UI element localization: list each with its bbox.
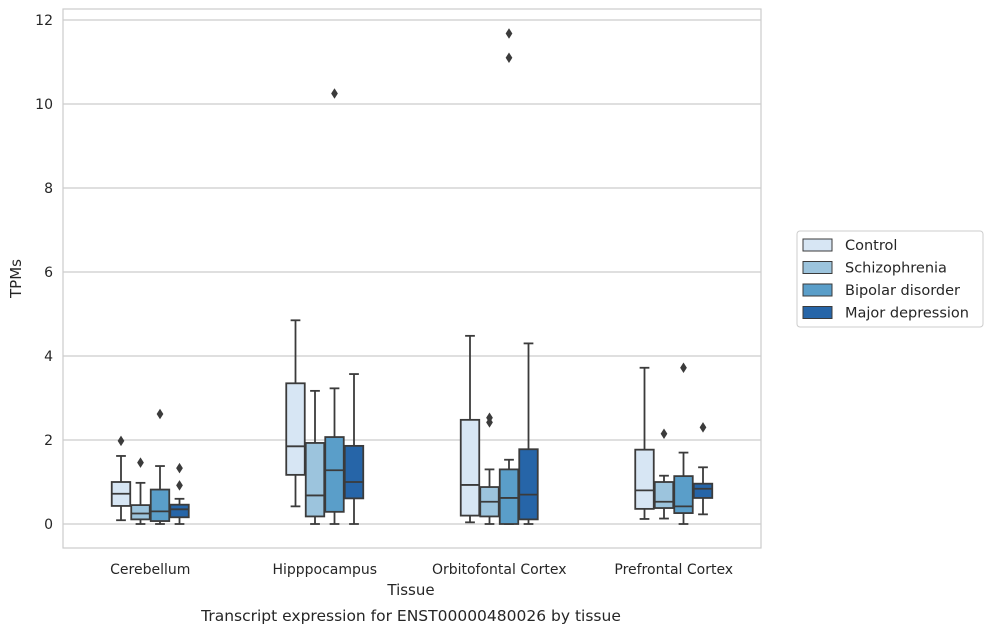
legend-swatch-schizophrenia bbox=[802, 261, 833, 274]
x-tick-label-hipppocampus: Hipppocampus bbox=[272, 562, 377, 578]
outlier-point bbox=[137, 457, 144, 468]
y-tick-label-8: 8 bbox=[44, 181, 53, 197]
y-tick-label-12: 12 bbox=[35, 13, 53, 29]
x-tick-labels: Cerebellum Hipppocampus Orbitofontal Corte… bbox=[110, 562, 733, 578]
box-body bbox=[634, 448, 655, 510]
box-major-depression-3 bbox=[692, 422, 714, 516]
legend-swatch-bipolar-disorder bbox=[802, 283, 833, 297]
box-body bbox=[692, 482, 714, 499]
legend-label-major-depression: Major depression bbox=[845, 306, 969, 322]
outlier-point bbox=[176, 480, 183, 491]
box-body bbox=[459, 418, 481, 517]
y-tick-label-6: 6 bbox=[44, 265, 53, 281]
box-schizophrenia-0 bbox=[130, 457, 151, 525]
y-axis-title: TPMs bbox=[7, 259, 25, 299]
legend-label-control: Control bbox=[845, 238, 897, 254]
box-control-2 bbox=[459, 334, 481, 524]
outlier-point bbox=[117, 435, 125, 447]
chart-caption: Transcript expression for ENST0000048002… bbox=[200, 607, 621, 625]
box-body bbox=[149, 488, 171, 522]
box-body bbox=[285, 382, 306, 476]
box-body bbox=[169, 503, 190, 519]
outlier-point bbox=[486, 412, 493, 423]
box-control-0 bbox=[110, 435, 132, 522]
legend-swatch-major-depression bbox=[802, 306, 833, 319]
legend-frame bbox=[796, 230, 984, 328]
y-tick-label-4: 4 bbox=[44, 349, 53, 365]
legend-label-schizophrenia: Schizophrenia bbox=[845, 261, 947, 277]
x-tick-label-orbitofontal-cortex: Orbitofontal Cortex bbox=[432, 562, 567, 578]
outlier-point bbox=[176, 462, 183, 474]
legend-swatch-control bbox=[802, 238, 833, 252]
y-tick-label-2: 2 bbox=[44, 433, 53, 449]
box-bipolar-disorder-2 bbox=[498, 28, 520, 525]
outlier-point bbox=[680, 362, 687, 374]
box-body bbox=[130, 504, 151, 521]
outlier-point bbox=[156, 408, 164, 420]
box-body bbox=[324, 436, 345, 513]
x-tick-label-prefrontal-cortex: Prefrontal Cortex bbox=[614, 562, 733, 578]
y-tick-label-10: 10 bbox=[35, 97, 53, 113]
x-tick-label-cerebellum: Cerebellum bbox=[110, 562, 190, 578]
box-body bbox=[343, 444, 365, 500]
box-major-depression-0 bbox=[169, 462, 190, 525]
box-body bbox=[498, 468, 520, 525]
box-schizophrenia-3 bbox=[653, 428, 675, 520]
y-tick-label-0: 0 bbox=[44, 517, 53, 533]
box-body bbox=[653, 481, 675, 509]
legend: Control Schizophrenia Bipolar disorder Majo… bbox=[796, 230, 984, 328]
box-bipolar-disorder-3 bbox=[673, 362, 694, 525]
plot-frame bbox=[62, 8, 762, 549]
box-schizophrenia-2 bbox=[479, 412, 500, 525]
box-bipolar-disorder-1 bbox=[324, 88, 345, 525]
box-body bbox=[304, 442, 326, 518]
box-control-3 bbox=[634, 366, 655, 520]
outlier-point bbox=[505, 52, 513, 64]
x-axis-title: Tissue bbox=[386, 581, 434, 599]
box-bipolar-disorder-0 bbox=[149, 408, 171, 525]
box-schizophrenia-1 bbox=[304, 389, 326, 525]
box-control-1 bbox=[285, 319, 306, 508]
box-major-depression-1 bbox=[343, 373, 365, 525]
legend-label-bipolar-disorder: Bipolar disorder bbox=[845, 283, 960, 299]
outlier-point bbox=[660, 428, 668, 439]
box-body bbox=[518, 448, 539, 521]
outlier-point bbox=[505, 28, 513, 39]
y-tick-labels: 0 2 4 6 8 10 12 bbox=[35, 13, 53, 533]
outlier-point bbox=[699, 422, 707, 433]
outlier-point bbox=[331, 88, 338, 99]
boxes bbox=[110, 28, 714, 525]
box-body bbox=[673, 475, 694, 514]
box-major-depression-2 bbox=[518, 342, 539, 525]
grid-lines bbox=[63, 19, 761, 525]
